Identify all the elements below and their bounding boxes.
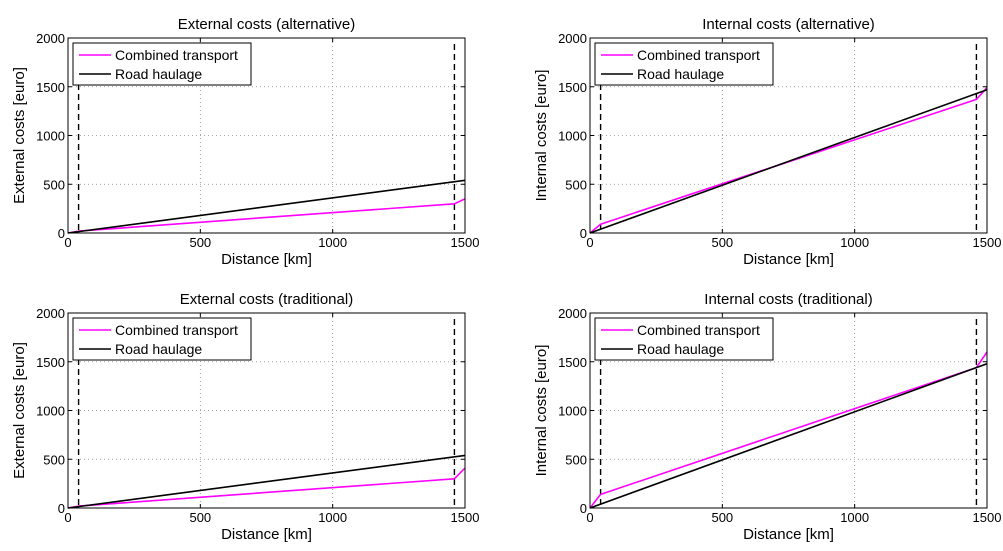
x-tick-label: 1500 [973,235,1002,250]
x-axis-label: Distance [km] [743,526,834,543]
series-line-road-haulage [67,179,466,234]
chart-panel-1: 0 500 1000 1500 0 500 1000 1500 2000 External cos… [11,16,479,268]
x-axis-label: Distance [km] [221,251,312,268]
chart-title: External costs (traditional) [180,291,353,308]
y-tick-label: 1000 [558,404,587,419]
chart-panel-2: 0 500 1000 1500 0 500 1000 1500 2000 Internal cos… [533,16,1001,268]
chart-panel-3: 0 500 1000 1500 0 500 1000 1500 2000 External cos… [11,291,479,543]
x-tick-label: 1000 [318,510,347,525]
x-tick-label: 0 [586,235,593,250]
x-tick-label: 1500 [451,235,480,250]
y-axis-label: Internal costs [euro] [533,345,550,477]
y-tick-label: 2000 [558,31,587,46]
x-axis-label: Distance [km] [221,526,312,543]
legend-label: Road haulage [637,341,724,357]
x-tick-label: 1500 [451,510,480,525]
legend-label: Road haulage [637,66,724,82]
x-tick-label: 500 [711,235,733,250]
legend: Combined transport Road haulage [72,317,252,361]
series-line-road-haulage [67,454,466,509]
y-tick-label: 2000 [36,306,65,321]
y-tick-label: 1500 [36,355,65,370]
x-tick-label: 1000 [840,235,869,250]
y-tick-label: 1000 [558,129,587,144]
legend-box [594,317,774,361]
legend-box [594,42,774,86]
x-tick-label: 0 [64,235,71,250]
legend: Combined transport Road haulage [594,42,774,86]
y-tick-label: 2000 [36,31,65,46]
series-line-road-haulage [589,88,988,234]
series-line-road-haulage [589,362,988,509]
y-tick-label: 0 [58,501,65,516]
legend-box [72,42,252,86]
y-tick-label: 0 [58,226,65,241]
y-tick-label: 500 [43,177,65,192]
y-tick-label: 1500 [36,80,65,95]
legend-label: Combined transport [115,47,238,63]
legend-label: Combined transport [637,47,760,63]
y-tick-label: 1500 [558,355,587,370]
x-tick-label: 1000 [840,510,869,525]
chart-title: Internal costs (alternative) [702,16,875,33]
chart-title: Internal costs (traditional) [704,291,872,308]
y-tick-label: 500 [43,452,65,467]
chart-title: External costs (alternative) [178,16,356,33]
x-axis-label: Distance [km] [743,251,834,268]
y-tick-label: 1000 [36,404,65,419]
y-tick-label: 1500 [558,80,587,95]
legend: Combined transport Road haulage [72,42,252,86]
x-tick-label: 500 [711,510,733,525]
series-line-combined-transport [589,351,988,509]
y-tick-label: 0 [580,226,587,241]
x-tick-label: 500 [189,510,211,525]
y-tick-label: 500 [565,177,587,192]
legend-label: Road haulage [115,66,202,82]
x-tick-label: 1000 [318,235,347,250]
x-tick-label: 1500 [973,510,1002,525]
x-tick-label: 0 [586,510,593,525]
y-tick-label: 0 [580,501,587,516]
x-tick-label: 500 [189,235,211,250]
chart-panel-4: 0 500 1000 1500 0 500 1000 1500 2000 Internal cos… [533,291,1001,543]
y-tick-label: 2000 [558,306,587,321]
y-tick-label: 500 [565,452,587,467]
legend-label: Combined transport [115,322,238,338]
y-axis-label: Internal costs [euro] [533,70,550,202]
legend-box [72,317,252,361]
legend: Combined transport Road haulage [594,317,774,361]
y-tick-label: 1000 [36,129,65,144]
y-axis-label: External costs [euro] [11,342,28,479]
x-tick-label: 0 [64,510,71,525]
y-axis-label: External costs [euro] [11,67,28,204]
legend-label: Combined transport [637,322,760,338]
legend-label: Road haulage [115,341,202,357]
